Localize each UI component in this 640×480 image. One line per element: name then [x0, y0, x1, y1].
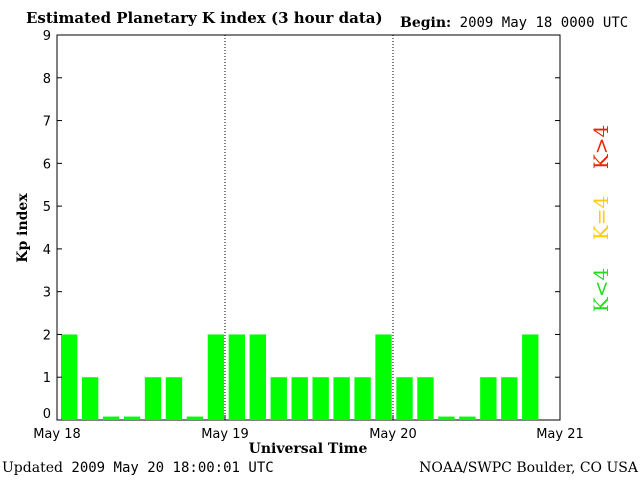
kp-bar [480, 377, 497, 420]
kp-bar [417, 377, 434, 420]
kp-bar [144, 377, 162, 420]
kp-bar [165, 377, 183, 420]
kp-bar [270, 377, 287, 420]
kp-bar [396, 377, 413, 420]
x-tick-label: May 20 [369, 427, 417, 442]
kp-bar [459, 416, 476, 420]
kp-bar [228, 334, 246, 420]
kp-bar [501, 377, 518, 420]
kp-bar [354, 377, 371, 420]
y-tick-label: 8 [43, 72, 51, 87]
begin-label: Begin: [400, 15, 452, 31]
y-tick-label: 0 [43, 407, 51, 422]
y-tick-label: 4 [43, 243, 51, 258]
x-axis-label: Universal Time [249, 441, 368, 457]
y-tick-label: 5 [43, 200, 51, 215]
chart-title: Estimated Planetary K index (3 hour data… [26, 9, 383, 27]
legend-entry: K>4 [589, 125, 613, 169]
legend-entry: K=4 [589, 196, 613, 240]
y-tick-label: 3 [43, 286, 51, 301]
kp-bar [186, 416, 204, 420]
kp-bar [61, 334, 78, 420]
kp-bar [123, 416, 141, 420]
updated-info: Updated 2009 May 20 18:00:01 UTC [2, 460, 274, 476]
y-tick-label: 7 [43, 115, 51, 130]
kp-bar [522, 334, 539, 420]
y-tick-label: 6 [43, 157, 51, 172]
begin-value: 2009 May 18 0000 UTC [459, 15, 629, 31]
kp-bar [81, 377, 99, 420]
x-tick-label: May 21 [536, 427, 584, 442]
legend-entry: K<4 [589, 268, 613, 312]
x-tick-label: May 18 [33, 427, 81, 442]
kp-bar [207, 334, 225, 420]
y-tick-label: 2 [43, 328, 51, 343]
x-tick-label: May 19 [201, 427, 249, 442]
plot-frame [56, 34, 561, 421]
updated-label: Updated [2, 460, 63, 476]
kp-bar [249, 334, 266, 420]
credit-text: NOAA/SWPC Boulder, CO USA [419, 460, 638, 476]
begin-info: Begin: 2009 May 18 0000 UTC [400, 15, 628, 31]
kp-bar [291, 377, 308, 420]
kp-bar [333, 377, 350, 420]
kp-bar [312, 377, 329, 420]
y-axis-label: Kp index [15, 193, 31, 263]
kp-bar [102, 416, 120, 420]
updated-value: 2009 May 20 18:00:01 UTC [71, 460, 274, 476]
kp-bar [375, 334, 392, 420]
y-tick-label: 1 [43, 371, 51, 386]
y-tick-label: 9 [43, 29, 51, 44]
kp-bar [438, 416, 455, 420]
